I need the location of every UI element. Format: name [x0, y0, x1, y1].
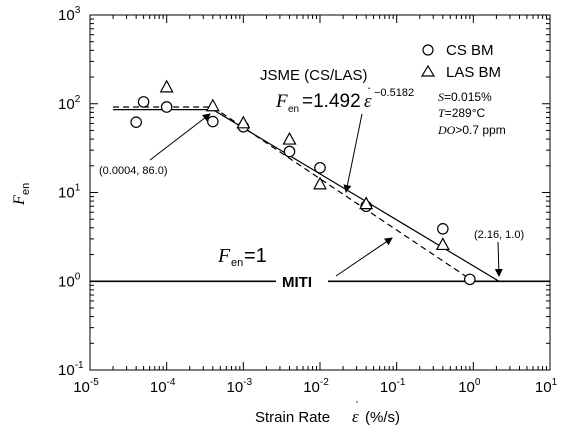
svg-text:DO>0.7 ppm: DO>0.7 ppm [437, 123, 506, 137]
point-cs-bm [464, 273, 476, 286]
arrow-point-b [494, 241, 503, 277]
point-las-bm [359, 196, 374, 210]
x-tick-label: 10-2 [303, 377, 329, 396]
svg-text:en: en [288, 104, 299, 115]
test-conditions: S=0.015% T=289°C DO>0.7 ppm [437, 90, 506, 137]
x-axis-symbol: ε · [352, 394, 359, 426]
annotation-arrows [149, 113, 503, 277]
x-axis-unit: (%/s) [365, 409, 400, 426]
svg-text:·: · [367, 80, 371, 95]
legend-label-cs-bm: CS BM [446, 42, 494, 59]
legend: CS BM LAS BM [420, 42, 501, 81]
point-cs-bm [130, 116, 142, 128]
point-cs-bm [314, 161, 326, 174]
x-tick-label: 101 [535, 377, 558, 396]
svg-text:=1: =1 [244, 245, 267, 267]
point-b-label: (2.16, 1.0) [474, 229, 524, 241]
svg-text:ε: ε [352, 407, 359, 426]
svg-text:S=0.015%: S=0.015% [438, 90, 492, 104]
svg-text:F: F [11, 195, 28, 206]
jsme-label: JSME (CS/LAS) [260, 67, 368, 84]
point-las-bm [205, 98, 220, 112]
y-axis-title: F en [11, 183, 32, 206]
svg-text:−0.5182: −0.5182 [374, 87, 414, 99]
x-tick-label: 10-5 [73, 377, 99, 396]
y-tick-labels: 10-1 100 101 102 103 [58, 5, 84, 379]
legend-marker-cs-bm [422, 44, 434, 56]
x-tick-label: 10-3 [227, 377, 253, 396]
axis-ticks [89, 14, 551, 371]
point-a-label: (0.0004, 86.0) [99, 165, 168, 177]
y-tick-label: 100 [58, 271, 81, 290]
x-tick-label: 10-1 [380, 377, 406, 396]
svg-text:·: · [355, 394, 359, 408]
point-las-bm [159, 79, 174, 93]
point-las-bm [282, 131, 297, 145]
svg-text:F: F [275, 91, 288, 112]
point-las-bm [236, 115, 251, 129]
y-tick-label: 103 [58, 5, 81, 24]
point-cs-bm [283, 145, 296, 158]
point-cs-bm [160, 101, 173, 113]
point-cs-bm [207, 115, 219, 128]
legend-marker-las-bm [420, 64, 436, 77]
svg-text:F: F [217, 245, 231, 267]
svg-text:=1.492: =1.492 [302, 91, 361, 112]
point-cs-bm [137, 96, 150, 108]
y-tick-label: 102 [58, 94, 81, 113]
svg-text:ε: ε [364, 91, 372, 112]
x-axis-title: Strain Rate [255, 409, 330, 426]
point-las-bm [312, 176, 328, 190]
x-tick-labels: 10-5 10-4 10-3 10-2 10-1 100 101 [73, 377, 557, 396]
jsme-equation: F en =1.492 ε · −0.5182 [275, 80, 414, 115]
point-las-bm [435, 237, 450, 251]
x-tick-label: 100 [458, 377, 481, 396]
fen-one-label: F en =1 [217, 245, 267, 269]
y-tick-label: 101 [58, 183, 81, 202]
miti-label: MITI [282, 274, 312, 291]
miti-label-bg [276, 272, 328, 290]
y-tick-label: 10-1 [58, 360, 84, 379]
data-points [130, 79, 476, 286]
x-tick-label: 10-4 [150, 377, 176, 396]
svg-text:en: en [20, 183, 32, 195]
svg-text:en: en [231, 257, 243, 269]
arrow-equation [343, 113, 363, 193]
legend-label-las-bm: LAS BM [446, 64, 501, 81]
arrow-point-a [149, 113, 211, 161]
point-cs-bm [437, 222, 449, 235]
svg-text:T=289°C: T=289°C [438, 106, 486, 120]
arrow-miti [335, 237, 393, 277]
